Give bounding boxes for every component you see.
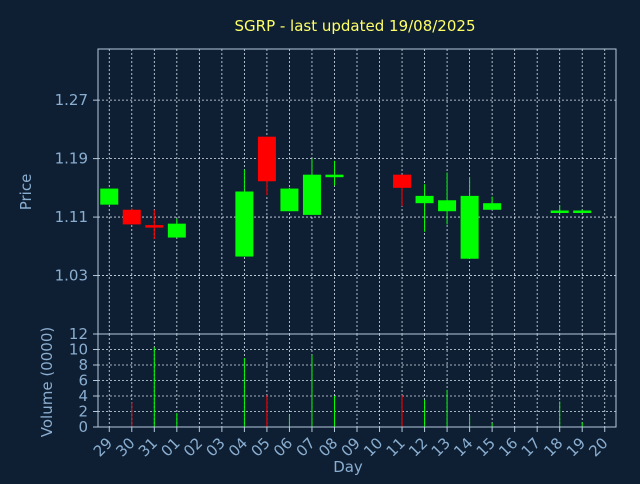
candle-body <box>122 209 141 225</box>
candle <box>257 136 276 196</box>
candle-body <box>573 210 592 213</box>
chart-title: SGRP - last updated 19/08/2025 <box>235 17 476 35</box>
x-axis-label: Day <box>333 458 363 476</box>
candle-body <box>438 200 457 212</box>
candle <box>100 188 119 205</box>
candle-body <box>325 174 344 178</box>
volume-bars <box>131 347 583 427</box>
candle <box>550 205 569 214</box>
price-panel: 1.03 1.11 1.19 1.27 Price <box>17 48 617 335</box>
volume-tick-label: 2 <box>78 403 88 421</box>
price-tick-label: 1.11 <box>55 208 88 226</box>
price-y-axis-label: Price <box>17 174 35 211</box>
volume-tick-label: 12 <box>69 325 88 343</box>
candle-body <box>167 223 186 238</box>
candle-body <box>460 195 479 259</box>
candle-body <box>145 225 164 228</box>
candle-body <box>415 195 434 204</box>
candle <box>280 187 299 212</box>
candle <box>325 160 344 186</box>
price-candles <box>100 136 592 259</box>
candle-body <box>257 136 276 182</box>
price-tick-label: 1.27 <box>55 91 88 109</box>
volume-tick-label: 10 <box>69 341 88 359</box>
candle-body <box>100 188 119 205</box>
candle <box>122 208 141 225</box>
candle <box>460 176 479 259</box>
candle <box>393 174 412 207</box>
candle-body <box>302 174 321 215</box>
candle-body <box>235 191 254 257</box>
candle <box>167 218 186 238</box>
candle <box>235 169 254 257</box>
candle <box>302 158 321 215</box>
candle-body <box>280 188 299 212</box>
candle <box>438 172 457 225</box>
candle <box>145 209 164 239</box>
volume-tick-label: 0 <box>78 418 88 436</box>
candle <box>415 184 434 232</box>
candle <box>483 196 502 210</box>
price-grid <box>98 49 616 334</box>
price-y-ticks: 1.03 1.11 1.19 1.27 <box>55 91 98 285</box>
price-tick-label: 1.03 <box>55 267 88 285</box>
volume-tick-label: 6 <box>78 372 88 390</box>
price-tick-label: 1.19 <box>55 150 88 168</box>
candle-body <box>550 210 569 213</box>
volume-tick-label: 4 <box>78 387 88 405</box>
candle-body <box>483 203 502 210</box>
volume-y-axis-label: Volume (0000) <box>38 327 56 437</box>
candle <box>573 209 592 213</box>
volume-tick-label: 8 <box>78 356 88 374</box>
candle-body <box>393 174 412 188</box>
